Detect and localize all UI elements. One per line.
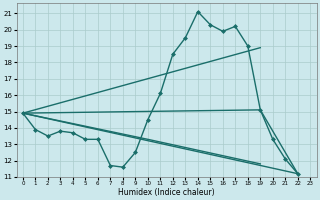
X-axis label: Humidex (Indice chaleur): Humidex (Indice chaleur) [118,188,215,197]
